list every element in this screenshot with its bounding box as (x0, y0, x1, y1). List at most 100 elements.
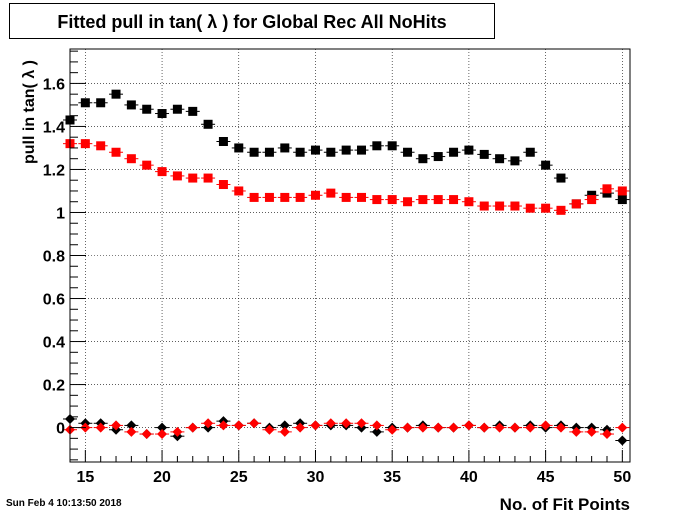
data-point (201, 418, 216, 429)
data-point (431, 152, 446, 162)
square-marker (142, 160, 152, 170)
data-point (277, 192, 292, 202)
data-point (231, 186, 246, 196)
diamond-marker (249, 418, 260, 429)
data-point (415, 154, 430, 164)
square-marker (172, 171, 182, 181)
data-point (277, 426, 292, 437)
diamond-marker (617, 435, 628, 446)
data-point (553, 173, 568, 183)
square-marker (249, 192, 259, 202)
data-point (599, 184, 614, 194)
data-point (339, 145, 354, 155)
y-tick-label: 1.6 (43, 76, 65, 93)
data-point (369, 141, 384, 151)
data-point (538, 203, 553, 213)
data-point (170, 104, 185, 114)
data-point (201, 173, 216, 183)
diamond-marker (279, 426, 290, 437)
data-point (584, 195, 599, 205)
square-marker (157, 167, 167, 177)
data-point (354, 145, 369, 155)
x-tick-label: 25 (230, 469, 248, 486)
diamond-marker (540, 420, 551, 431)
diamond-marker (525, 422, 536, 433)
data-point (599, 429, 614, 440)
square-marker (264, 147, 274, 157)
data-point (385, 424, 400, 435)
data-point (553, 422, 568, 433)
data-point (231, 143, 246, 153)
data-point (155, 429, 170, 440)
data-point (170, 171, 185, 181)
data-point (109, 147, 124, 157)
diamond-marker (494, 422, 505, 433)
chart-title: Fitted pull in tan( λ ) for Global Rec A… (57, 12, 447, 32)
data-point (93, 98, 108, 108)
grid-layer (70, 49, 630, 462)
diamond-marker (509, 422, 520, 433)
data-point (155, 109, 170, 119)
data-point (538, 160, 553, 170)
square-marker (495, 154, 505, 164)
data-point (139, 160, 154, 170)
square-marker (96, 98, 106, 108)
data-point (507, 422, 522, 433)
y-tick-label: 1.4 (43, 119, 65, 136)
diamond-marker (402, 422, 413, 433)
timestamp: Sun Feb 4 10:13:50 2018 (6, 498, 122, 509)
square-marker (403, 147, 413, 157)
diamond-marker (571, 426, 582, 437)
diamond-marker (479, 422, 490, 433)
data-point (308, 190, 323, 200)
data-point (400, 422, 415, 433)
square-marker (295, 192, 305, 202)
diamond-marker (617, 422, 628, 433)
data-point (446, 195, 461, 205)
square-marker (479, 149, 489, 159)
square-marker (341, 192, 351, 202)
square-marker (464, 145, 474, 155)
data-point (277, 143, 292, 153)
data-point (569, 426, 584, 437)
square-marker (541, 160, 551, 170)
y-tick-label: 1 (56, 205, 65, 222)
x-tick-label: 15 (76, 469, 94, 486)
square-marker (218, 136, 228, 146)
data-point (109, 89, 124, 99)
diamond-marker (325, 418, 336, 429)
data-point (185, 106, 200, 116)
data-point (415, 422, 430, 433)
data-point (247, 418, 262, 429)
x-tick-label: 30 (307, 469, 325, 486)
square-marker (418, 154, 428, 164)
data-point (369, 420, 384, 431)
data-point (523, 422, 538, 433)
y-tick-label: 0.6 (43, 292, 65, 309)
square-marker (310, 190, 320, 200)
diamond-marker (448, 422, 459, 433)
data-point (93, 422, 108, 433)
data-point (538, 420, 553, 431)
square-marker (418, 195, 428, 205)
data-point (385, 195, 400, 205)
square-marker (188, 106, 198, 116)
square-marker (510, 156, 520, 166)
square-marker (203, 119, 213, 129)
square-marker (326, 147, 336, 157)
data-point (477, 422, 492, 433)
square-marker (617, 195, 627, 205)
square-marker (280, 192, 290, 202)
square-marker (249, 147, 259, 157)
ticks-layer: 15 20 25 30 35 40 45 50 0 0.2 0.4 0.6 0.8 1 1.2 1.4 1.6 (43, 50, 631, 486)
diamond-marker (157, 422, 168, 433)
data-point (201, 119, 216, 129)
data-point (553, 205, 568, 215)
square-marker (587, 195, 597, 205)
data-point (339, 192, 354, 202)
square-marker (203, 173, 213, 183)
data-point (569, 199, 584, 209)
data-point (492, 154, 507, 164)
diamond-marker (218, 420, 229, 431)
